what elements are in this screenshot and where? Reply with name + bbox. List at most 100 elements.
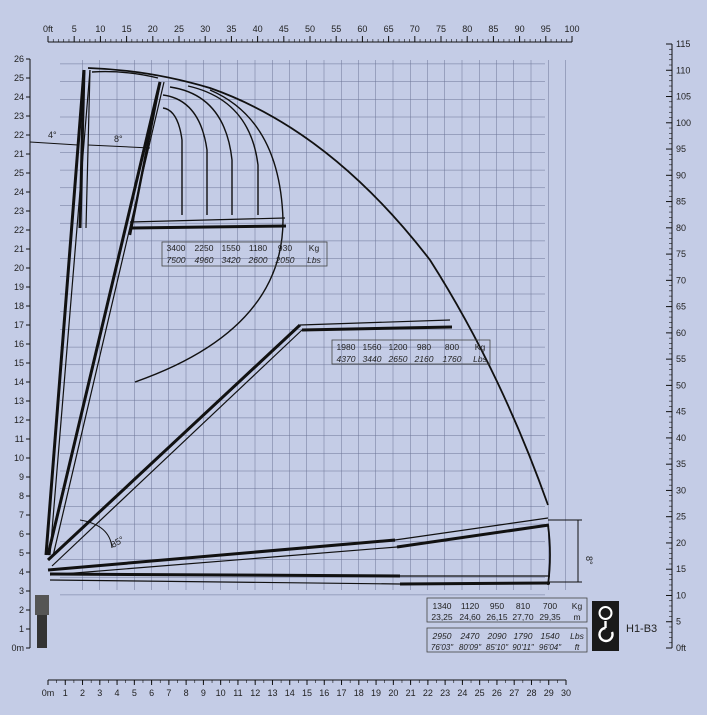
right-tick-label: 30 — [676, 485, 686, 495]
right-tick-label: 10 — [676, 590, 686, 600]
lower-kg-4: 810 — [516, 601, 530, 611]
bottom-tick-label: 8 — [184, 688, 189, 698]
bottom-tick-label: 17 — [337, 688, 347, 698]
lower-kg-2: 1120 — [461, 601, 480, 611]
left-tick-label: 8 — [19, 491, 24, 501]
top-tick-label: 50 — [305, 24, 315, 34]
bottom-tick-label: 9 — [201, 688, 206, 698]
right-tick-label: 55 — [676, 354, 686, 364]
bottom-tick-label: 18 — [354, 688, 364, 698]
top-tick-label: 75 — [436, 24, 446, 34]
top-tick-label: 20 — [148, 24, 158, 34]
inner-arcs — [134, 85, 284, 383]
middle-kg-unit: Kg — [475, 342, 486, 352]
middle-lbs-3: 2650 — [388, 354, 408, 364]
left-tick-label: 17 — [14, 320, 24, 330]
right-tick-label: 100 — [676, 118, 691, 128]
bottom-tick-label: 12 — [250, 688, 260, 698]
lower-m-1: 23,25 — [431, 612, 453, 622]
upper-kg-3: 1550 — [222, 243, 241, 253]
upper-lbs-5: 2050 — [275, 255, 295, 265]
upper-lbs-1: 7500 — [167, 255, 186, 265]
right-tick-label: 95 — [676, 144, 686, 154]
right-tick-label: 0ft — [676, 643, 687, 653]
bottom-tick-label: 7 — [166, 688, 171, 698]
left-tick-label: 25 — [14, 168, 24, 178]
left-tick-label: 1 — [19, 624, 24, 634]
left-tick-label: 3 — [19, 586, 24, 596]
right-tick-label: 105 — [676, 92, 691, 102]
middle-kg-5: 800 — [445, 342, 459, 352]
lower-m-unit: m — [573, 612, 580, 622]
right-tick-label: 110 — [676, 65, 690, 75]
top-tick-label: 25 — [174, 24, 184, 34]
top-tick-label: 65 — [384, 24, 394, 34]
lower-m-5: 29,35 — [539, 612, 561, 622]
lower-lbs-4: 1790 — [514, 631, 533, 641]
middle-lbs-2: 3440 — [363, 354, 382, 364]
middle-kg-1: 1980 — [337, 342, 356, 352]
left-tick-label: 16 — [14, 339, 24, 349]
right-tick-label: 40 — [676, 433, 686, 443]
top-tick-label: 60 — [357, 24, 367, 34]
bottom-tick-label: 30 — [561, 688, 571, 698]
bottom-tick-label: 15 — [302, 688, 312, 698]
left-tick-label: 22 — [14, 225, 24, 235]
bottom-axis-m: 0m 1 2 3 4 5 6 7 8 9 10 11 12 13 14 15 16 17 18 19 20 21 22 23 2… — [42, 679, 571, 698]
bottom-tick-label: 22 — [423, 688, 433, 698]
lower-m-4: 27,70 — [512, 612, 534, 622]
left-tick-label: 20 — [14, 263, 24, 273]
lower-ft-3: 85'10" — [486, 643, 509, 652]
bottom-tick-label: 1 — [63, 688, 68, 698]
left-tick-label: 23 — [14, 206, 24, 216]
bottom-tick-label: 20 — [388, 688, 398, 698]
left-tick-label: 9 — [19, 472, 24, 482]
left-tick-label: 18 — [14, 301, 24, 311]
top-tick-label: 0ft — [43, 24, 54, 34]
upper-lbs-2: 4960 — [195, 255, 214, 265]
bottom-tick-label: 24 — [457, 688, 467, 698]
left-tick-label: 6 — [19, 529, 24, 539]
lower-ft-2: 80'09" — [459, 643, 482, 652]
bottom-tick-label: 29 — [544, 688, 554, 698]
bottom-tick-label: 26 — [492, 688, 502, 698]
left-axis-m: 0m12345678910111213141516171819202122232… — [11, 54, 31, 653]
left-tick-label: 13 — [14, 396, 24, 406]
top-tick-label: 100 — [564, 24, 579, 34]
top-tick-label: 90 — [515, 24, 525, 34]
lower-load-table: 1340 1120 950 810 700 Kg 23,25 24,60 26,… — [426, 597, 588, 653]
top-tick-label: 70 — [410, 24, 420, 34]
middle-kg-3: 1200 — [389, 342, 408, 352]
bottom-tick-label: 2 — [80, 688, 85, 698]
lower-ft-1: 76'03" — [431, 643, 454, 652]
upper-lbs-unit: Lbs — [307, 255, 321, 265]
lower-lbs-unit: Lbs — [570, 631, 584, 641]
top-tick-label: 10 — [95, 24, 105, 34]
left-tick-label: 23 — [14, 111, 24, 121]
right-tick-label: 60 — [676, 328, 686, 338]
crane-hook-icon — [592, 601, 619, 651]
bottom-tick-label: 10 — [216, 688, 226, 698]
left-tick-label: 0m — [11, 643, 24, 653]
angle-8-side-label: 8° — [584, 556, 594, 565]
envelope-right-edge — [547, 524, 551, 586]
left-tick-label: 24 — [14, 187, 24, 197]
lower-m-3: 26,15 — [486, 612, 508, 622]
middle-lbs-5: 1760 — [443, 354, 462, 364]
upper-kg-2: 2250 — [195, 243, 214, 253]
left-tick-label: 19 — [14, 282, 24, 292]
middle-lbs-4: 2160 — [414, 354, 434, 364]
bottom-tick-label: 23 — [440, 688, 450, 698]
left-tick-label: 21 — [14, 149, 24, 159]
left-tick-label: 22 — [14, 130, 24, 140]
working-envelope — [87, 67, 549, 506]
lower-lbs-1: 2950 — [432, 631, 452, 641]
top-tick-label: 5 — [72, 24, 77, 34]
right-tick-label: 20 — [676, 538, 686, 548]
top-tick-label: 95 — [541, 24, 551, 34]
left-tick-label: 5 — [19, 548, 24, 558]
bottom-tick-label: 11 — [233, 688, 242, 698]
lower-ft-4: 90'11" — [512, 643, 535, 652]
